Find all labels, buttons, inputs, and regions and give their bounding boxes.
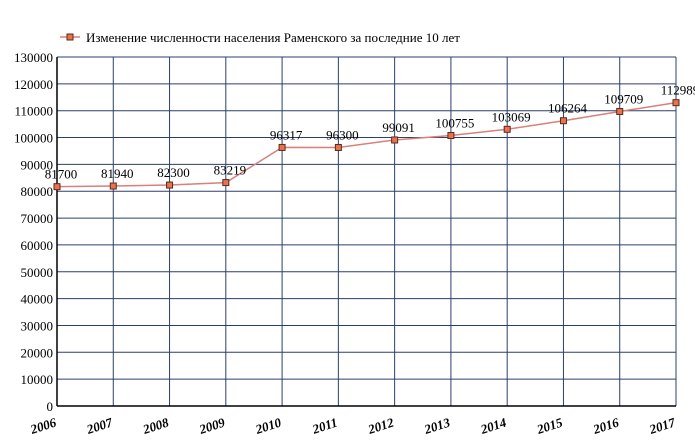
marker <box>391 136 399 144</box>
marker <box>334 143 342 151</box>
x-tick-label: 2013 <box>422 414 453 437</box>
data-label: 99091 <box>382 120 415 135</box>
y-tick-label: 90000 <box>21 157 54 172</box>
x-tick-label: 2012 <box>365 414 396 437</box>
x-tick-label: 2017 <box>647 414 678 437</box>
data-label: 82300 <box>157 165 190 180</box>
data-label: 112989 <box>661 83 695 98</box>
data-label: 106264 <box>548 101 588 116</box>
line <box>56 101 677 188</box>
marker <box>53 183 61 191</box>
y-tick-label: 130000 <box>14 50 53 65</box>
y-tick-label: 50000 <box>21 265 54 280</box>
y-tick-label: 40000 <box>21 292 54 307</box>
marker <box>672 99 680 107</box>
y-tick-label: 100000 <box>14 131 53 146</box>
marker <box>222 179 230 187</box>
x-tick-label: 2008 <box>140 414 171 437</box>
data-label: 83219 <box>214 163 247 178</box>
x-tick-label: 2014 <box>478 414 509 437</box>
y-tick-label: 70000 <box>21 211 54 226</box>
x-tick-label: 2006 <box>28 414 59 437</box>
marker <box>109 182 117 190</box>
data-label: 103069 <box>492 109 531 124</box>
marker <box>503 125 511 133</box>
x-tick-label: 2007 <box>84 414 115 437</box>
legend-marker <box>66 33 74 41</box>
y-tick-label: 120000 <box>14 77 53 92</box>
x-tick-label: 2016 <box>590 414 621 437</box>
data-label: 96317 <box>270 127 303 142</box>
x-tick-label: 2010 <box>253 414 284 437</box>
y-tick-label: 0 <box>47 399 54 414</box>
marker <box>447 132 455 140</box>
y-tick-label: 110000 <box>14 104 53 119</box>
legend-label: Изменение численности населения Раменско… <box>86 30 460 45</box>
x-tick-label: 2015 <box>534 414 565 437</box>
marker <box>559 117 567 125</box>
x-tick-label: 2011 <box>310 415 340 437</box>
data-label: 81700 <box>45 167 78 182</box>
marker <box>166 181 174 189</box>
y-tick-label: 20000 <box>21 345 54 360</box>
data-label: 109709 <box>604 91 643 106</box>
data-label: 81940 <box>101 166 134 181</box>
marker <box>278 143 286 151</box>
y-tick-label: 80000 <box>21 184 54 199</box>
x-tick-label: 2009 <box>196 414 227 437</box>
y-tick-label: 60000 <box>21 238 54 253</box>
y-tick-label: 30000 <box>21 318 54 333</box>
y-tick-label: 10000 <box>21 372 54 387</box>
data-label: 96300 <box>326 127 359 142</box>
marker <box>616 107 624 115</box>
data-label: 100755 <box>435 116 474 131</box>
